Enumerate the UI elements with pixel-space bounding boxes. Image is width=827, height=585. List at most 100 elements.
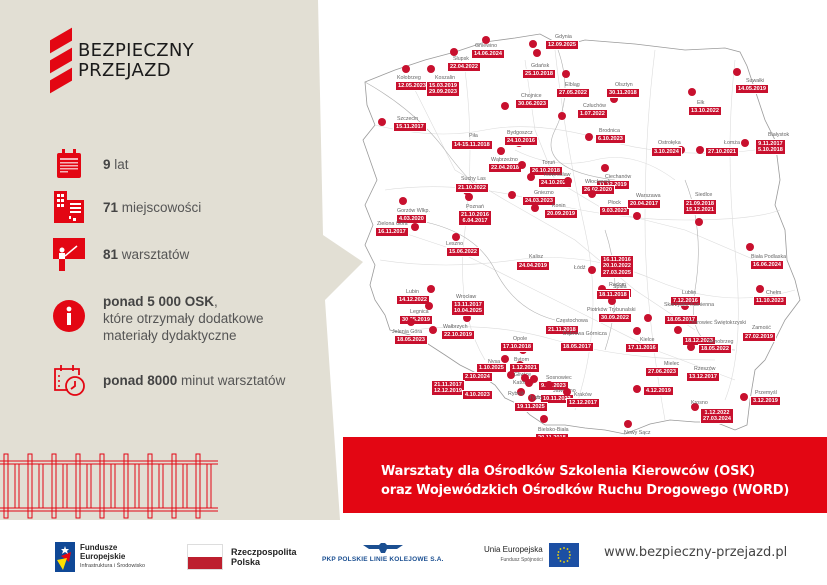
city-label: Suchy Las [461,176,486,182]
stat-minutes: ponad 8000 minut warsztatów [52,363,285,397]
map-pin-nysa [501,355,509,363]
workshop-date-badge: 30.06.2023 [515,99,549,109]
workshop-date-badge: 18.05.2022 [698,344,732,354]
website-link[interactable]: www.bezpieczny-przejazd.pl [604,545,788,560]
teacher-board-icon [52,237,86,271]
workshop-date-badge: 3.10.2024 [651,147,682,157]
workshop-date-badge: 16.11.2017 [375,227,409,237]
city-label: Koszalin [435,75,456,81]
map-pin-wroclaw [463,314,471,322]
map-pin-spala [598,285,606,293]
map-pin-gdynia [529,40,537,48]
workshop-date-badge: 4.12.2019 [643,386,674,396]
map-pin-brodnica [585,133,593,141]
workshop-date-badge: 12.12.2017 [566,398,600,408]
workshop-date-badge: 17.10.2018 [500,342,534,352]
city-label: Dąbrowa Górnicza [563,331,607,337]
workshop-date-badge: 21.11.2017 12.12.2019 [431,380,465,396]
workshop-date-badge: 26.10.2018 [529,166,563,176]
city-label: Przemyśl [755,390,777,396]
map-pin-elk [688,88,696,96]
workshop-date-badge: 13.11.2017 10.04.2025 [451,300,485,316]
workshop-date-badge: 24.04.2019 [516,261,550,271]
map-pin-nowy-sacz [624,420,632,428]
city-label: Opole [513,336,528,342]
logo-stripes-icon [50,27,72,94]
rail-track-decoration [0,452,218,520]
city-label: Gniezno [534,190,554,196]
city-label: Konin [552,203,566,209]
map-pin-gliwice [507,371,515,379]
map-pin-olsztyn [610,95,618,103]
map-pin-gdansk [533,49,541,57]
map-pin-tarnow [633,385,641,393]
buildings-icon [52,190,86,224]
city-label: Nowy Sącz [624,430,651,436]
city-label: Łódź [574,265,586,271]
map-pin-jelenia-gora [407,318,415,326]
stat-years: 9 lat [52,147,129,181]
brand-logo: BEZPIECZNY PRZEJAZD [50,27,194,94]
city-label: Wałbrzych [443,324,468,330]
workshop-date-badge: 12.05.2023 [395,81,429,91]
map-pin-szczecin [378,118,386,126]
city-label: Słupsk [453,56,469,62]
city-label: Rybnik [531,395,547,401]
workshop-date-badge: 9.11.2017 5.10.2018 [755,139,786,155]
city-label: Zamość [752,325,771,331]
map-pin-ciechanow [601,164,609,172]
workshop-date-badge: 17.11.2016 [625,343,659,353]
info-icon [52,299,86,333]
city-label: Gniewino [475,43,498,49]
city-label: Rybnik [508,391,525,397]
workshop-date-badge: 20.09.2019 [544,209,578,219]
city-label: Jelenia Góra [392,329,423,335]
workshop-date-badge: 21.10.2016 6.04.2017 [458,210,492,226]
workshop-date-badge: 9.03.2023 [599,206,630,216]
city-label: Olsztyn [615,82,633,88]
workshop-date-badge: 20.04.2017 [627,199,661,209]
city-label: Częstochowa [556,318,588,324]
city-label: Lublin [682,290,697,296]
city-label: Tarnobrzeg [707,339,734,345]
map-pin-konin [531,204,539,212]
map-pin-lodz [588,266,596,274]
workshop-date-badge: 11.10.2023 [753,296,787,306]
workshop-date-badge: 14-15.11.2018 [451,140,493,150]
city-label: Gdynia [555,34,572,40]
city-label: Kielce [640,337,655,343]
city-label: Kraków [574,392,592,398]
map-pin-kielce [633,327,641,335]
workshop-date-badge: 14.12.2022 [396,295,430,305]
stat-places: 71 miejscowości [52,190,201,224]
city-label: Piotrków Trybunalski [587,307,636,313]
poland-flag-icon [187,544,223,570]
poland-map: Gniewino 14.06.2024 Gdynia 12.09.2025 Słupsk… [355,30,825,446]
city-label: Łomża [724,140,740,146]
city-label: Ostrołęka [658,140,681,146]
city-label: Bydgoszcz [507,130,533,136]
workshop-date-badge: 15.11.2017 [393,122,427,132]
workshop-date-badge: 15.03.2019 29.09.2023 [426,81,460,97]
workshop-date-badge: 16.06.2024 [750,260,784,270]
map-pin-katowice [521,374,529,382]
workshop-date-badge: 12.09.2025 [545,40,579,50]
map-pin-warszawa [633,212,641,220]
map-pin-leszno [452,233,460,241]
workshop-date-badge: 1.12.2021 [509,363,540,373]
city-label: Skarżysko-Kamienna [664,302,715,308]
workshop-date-badge: 30.09.2022 [598,313,632,323]
footer [0,520,827,585]
map-pin-ostrowiec-swietokrzyski [674,326,682,334]
map-pin-rybnik-2 [517,388,525,396]
workshop-date-badge: 26.02.2020 [581,185,615,195]
workshop-date-badge: 25.10.2018 [522,69,556,79]
workshop-date-badge: 7.12.2016 [670,296,701,306]
workshop-date-badge: 1.07.2022 [577,109,608,119]
city-label: Płock [608,200,621,206]
city-label: Biała Podlaska [751,254,787,260]
workshop-date-badge: 24.03.2023 [522,196,556,206]
map-pin-czluchow [558,112,566,120]
workshop-date-badge: 27.10.2021 [705,147,739,157]
workshop-date-badge: 18.05.2017 [560,342,594,352]
